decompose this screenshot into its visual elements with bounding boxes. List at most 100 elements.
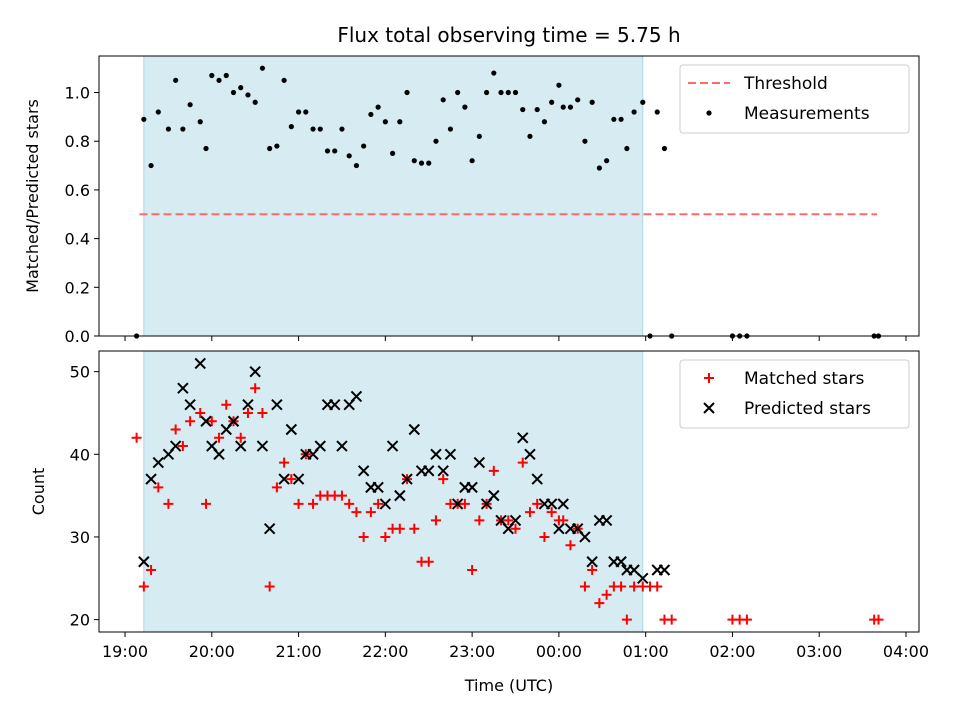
matched-star-point [565, 540, 576, 551]
top-y-tick-label: 0.4 [65, 230, 90, 249]
predicted-star-point [615, 556, 627, 568]
matched-star-point [206, 416, 217, 427]
predicted-star-point [285, 423, 298, 436]
measurement-point [560, 104, 566, 110]
predicted-star-point [517, 432, 529, 444]
matched-star-point [467, 565, 478, 576]
measurement-point [389, 150, 396, 156]
predicted-star-point [553, 522, 565, 535]
predicted-star-point [372, 481, 384, 494]
matched-star-point [873, 614, 884, 625]
legend-measurements-marker [706, 110, 712, 116]
predicted-star-point [437, 465, 449, 477]
top-y-tick-label: 1.0 [65, 84, 90, 103]
measurement-point [404, 89, 410, 96]
measurement-point [375, 104, 381, 110]
measurement-point [180, 126, 186, 132]
matched-star-point [344, 498, 355, 509]
measurement-point [173, 77, 179, 83]
matched-star-point [503, 515, 514, 526]
measurement-point [433, 138, 439, 144]
measurement-point [440, 97, 446, 103]
measurement-point [527, 133, 533, 139]
measurement-point [141, 116, 147, 122]
bottom-legend: Matched stars Predicted stars [679, 359, 910, 429]
measurement-point [187, 102, 193, 108]
top-legend: Threshold Measurements [679, 64, 910, 134]
predicted-star-point [545, 498, 558, 510]
predicted-star-point [235, 440, 247, 452]
x-axis-label: Time (UTC) [464, 676, 553, 695]
measurement-point [238, 85, 244, 91]
predicted-star-point [466, 481, 478, 494]
measurement-point [575, 97, 581, 103]
predicted-star-point [263, 522, 276, 535]
matched-star-point [214, 432, 225, 443]
legend-label: Measurements [744, 104, 870, 124]
predicted-star-point [524, 448, 536, 461]
matched-star-point [221, 399, 232, 410]
predicted-star-point [177, 382, 189, 394]
measurement-point [640, 99, 646, 105]
predicted-star-point [557, 498, 569, 510]
top-panel: 0.0 0.2 0.4 0.6 0.8 1.0 Matched/Predicted star… [23, 55, 920, 346]
predicted-star-point [213, 448, 225, 461]
matched-star-point [177, 441, 188, 452]
matched-star-point [336, 490, 347, 501]
matched-star-point [539, 531, 550, 542]
x-tick-label: 23:00 [449, 642, 495, 661]
matched-star-point [279, 457, 290, 468]
measurement-point [654, 109, 660, 115]
measurement-point [155, 109, 161, 115]
predicted-star-point [184, 399, 196, 411]
measurement-point [361, 143, 367, 149]
matched-star-point [146, 565, 157, 576]
matched-star-point [286, 474, 297, 485]
x-tick-label: 04:00 [883, 642, 929, 661]
matched-star-point [666, 614, 677, 625]
measurement-point [317, 126, 323, 132]
matched-star-point [517, 457, 528, 468]
predicted-star-point [350, 390, 363, 403]
chart-title: Flux total observing time = 5.75 h [337, 23, 680, 47]
predicted-star-point [379, 498, 392, 510]
predicted-star-point [278, 473, 290, 485]
predicted-star-point [628, 564, 640, 576]
matched-star-point [459, 498, 470, 509]
measurement-point [223, 72, 229, 79]
matched-star-point [373, 498, 384, 509]
predicted-star-point [488, 489, 500, 502]
matched-star-point [163, 498, 174, 509]
matched-star-point [616, 581, 627, 592]
matched-star-point [293, 498, 304, 509]
predicted-star-point [600, 514, 613, 527]
matched-star-point [308, 498, 319, 509]
matched-star-point [629, 581, 640, 592]
measurement-point [411, 158, 417, 164]
predicted-star-point [444, 448, 457, 461]
matched-star-point [621, 614, 632, 625]
predicted-star-point [658, 564, 671, 576]
matched-star-point [257, 407, 268, 418]
measurement-point [520, 106, 526, 113]
measurement-point [498, 89, 504, 96]
x-tick-label: 03:00 [796, 642, 842, 661]
measurement-point [505, 89, 511, 96]
measurement-point [618, 116, 624, 122]
measurement-point [288, 124, 294, 130]
top-y-tick-label: 0.0 [65, 327, 90, 346]
measurement-point [397, 119, 403, 125]
predicted-star-point [531, 473, 543, 485]
top-y-tick-label: 0.6 [65, 181, 90, 200]
matched-star-point [235, 432, 246, 443]
legend-label: Matched stars [744, 369, 864, 389]
measurement-point [483, 89, 490, 96]
measurement-point [209, 72, 215, 79]
matched-star-point [153, 482, 164, 493]
measurement-point [418, 160, 425, 166]
matched-star-point [409, 523, 420, 534]
measurement-point [353, 162, 360, 169]
measurement-point [476, 133, 482, 139]
